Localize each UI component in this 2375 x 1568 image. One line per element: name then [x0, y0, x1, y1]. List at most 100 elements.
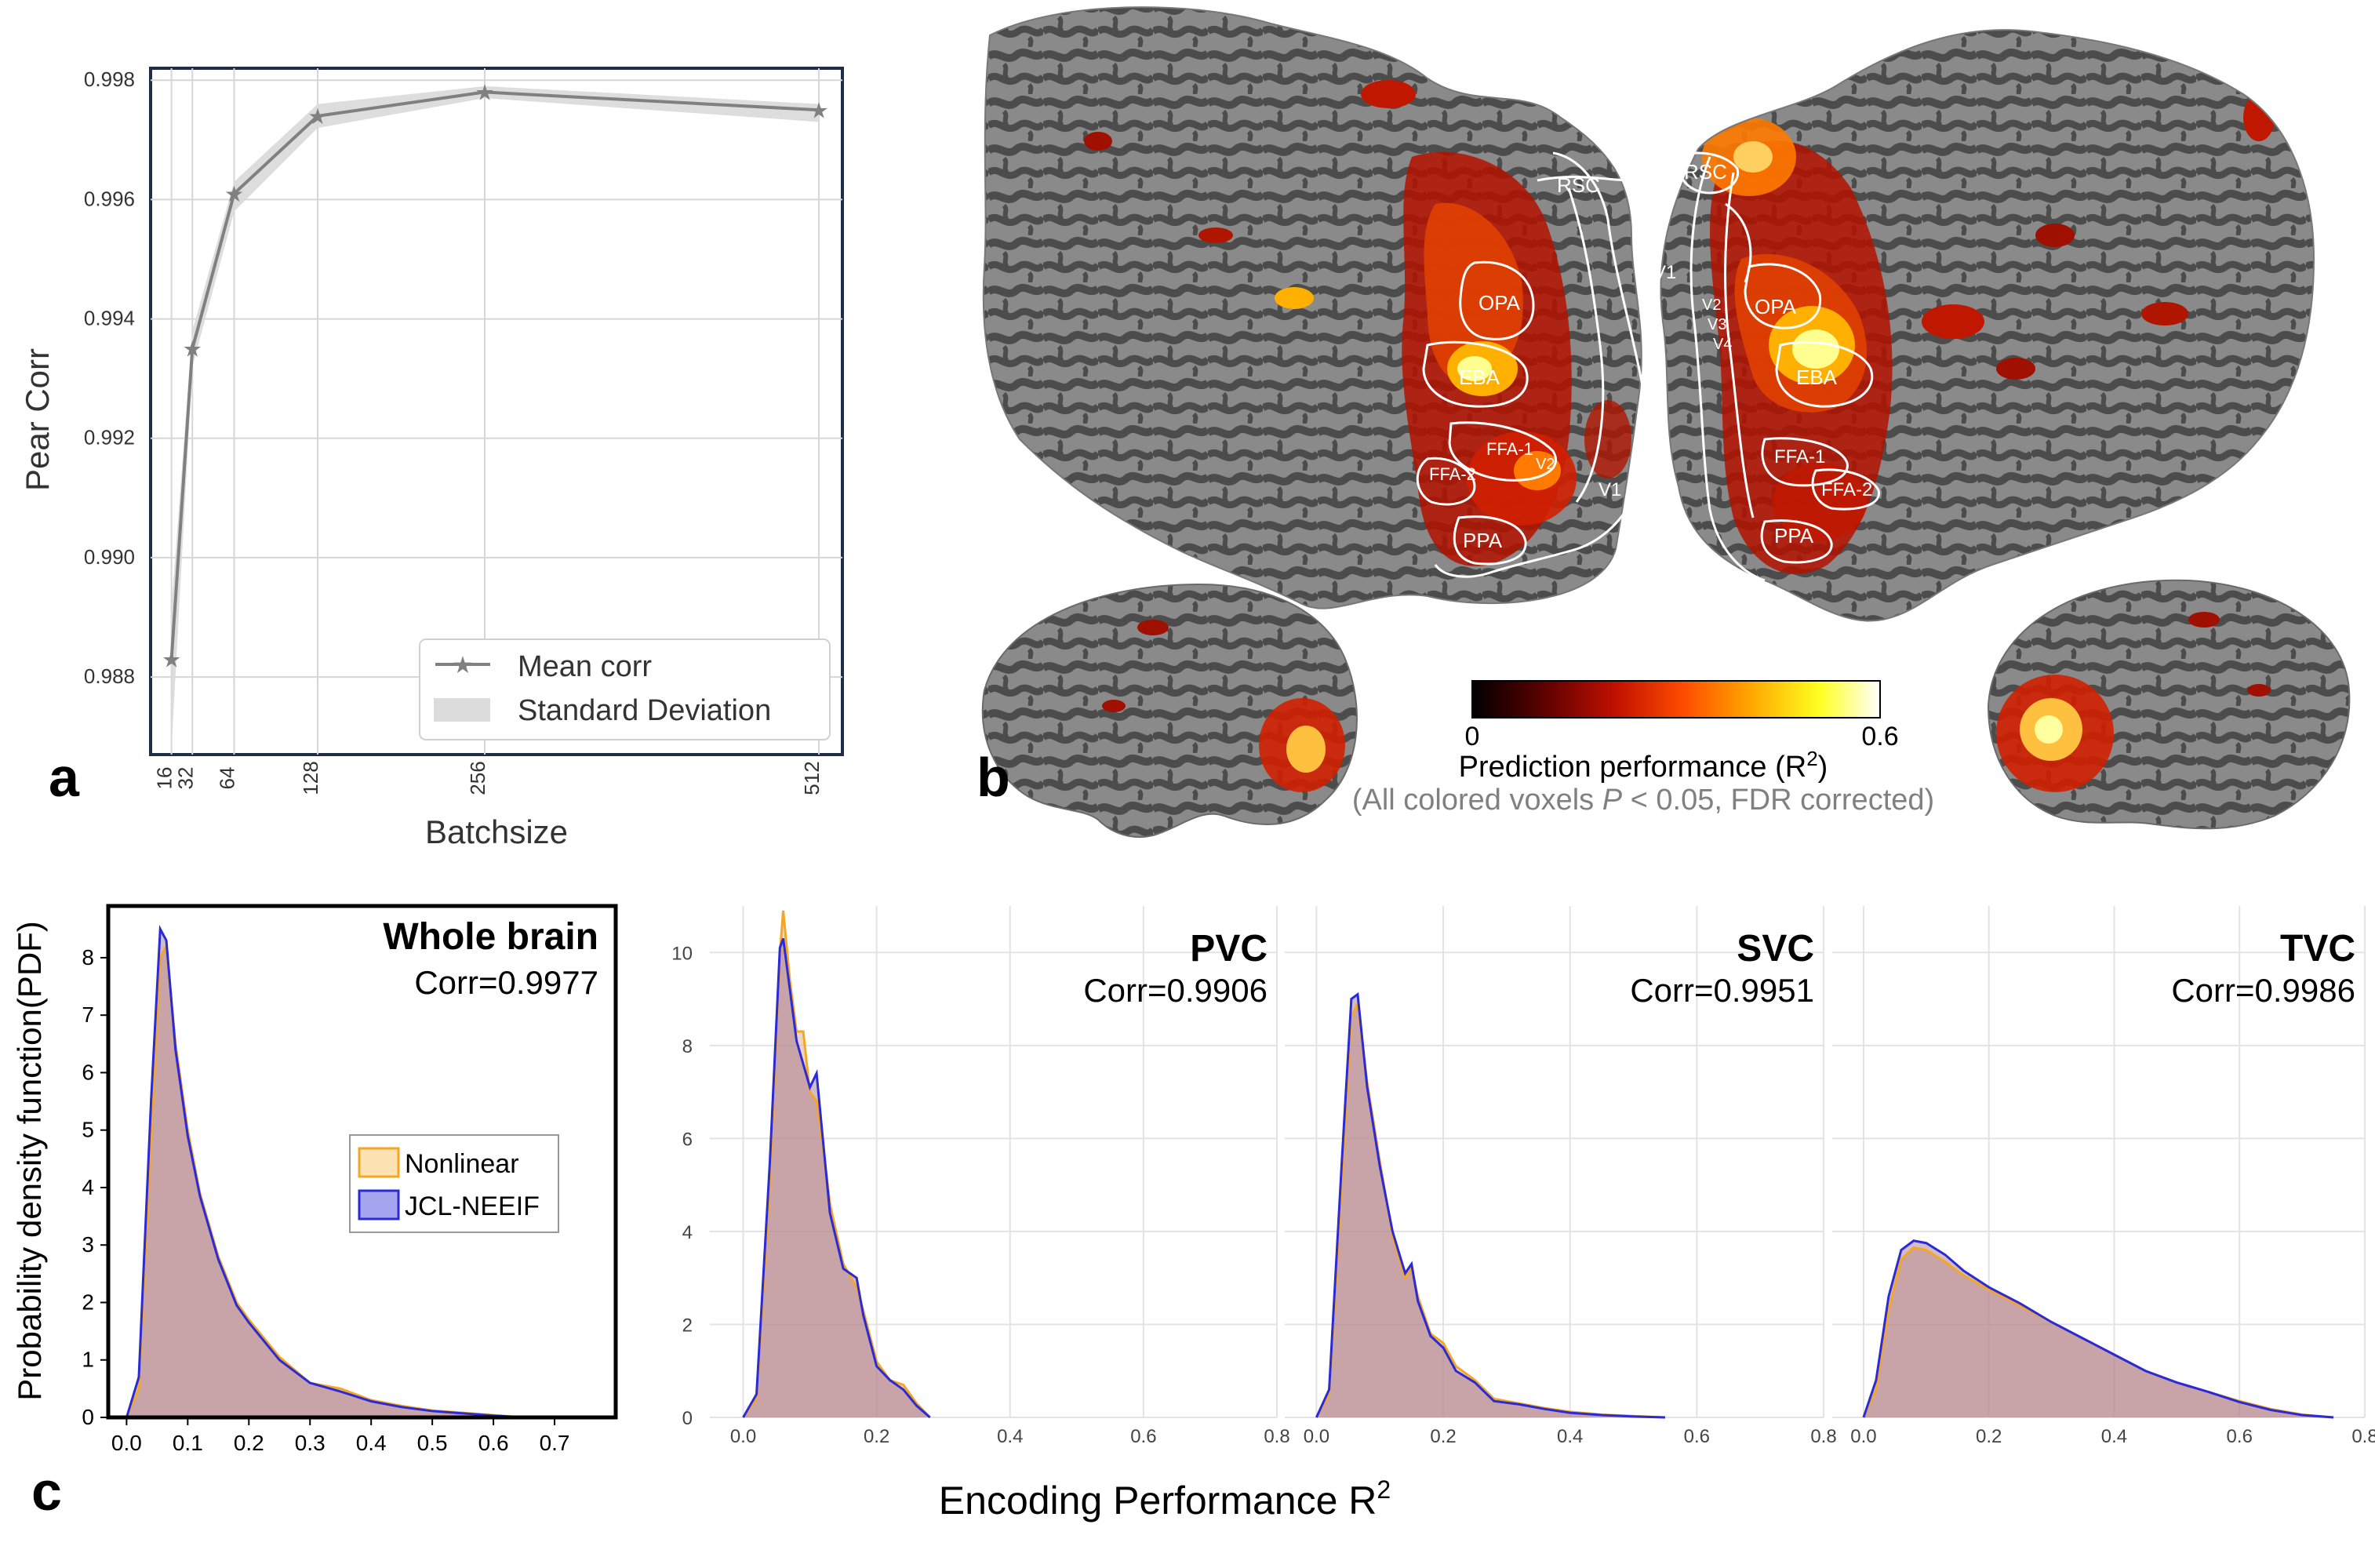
y-tick-label: 4: [82, 1175, 94, 1199]
y-tick-label: 0: [682, 1408, 693, 1429]
left-lateral-brain: [981, 583, 1358, 839]
x-tick-label: 0.0: [730, 1426, 756, 1447]
x-tick-label: 0.7: [540, 1431, 570, 1455]
y-tick-label: 0.992: [84, 426, 135, 449]
left-roi-outlines: [1416, 151, 1649, 578]
x-tick-label: 0.3: [295, 1431, 326, 1455]
roi-v1-right: V1: [1653, 262, 1676, 283]
y-tick-label: 6: [682, 1129, 693, 1150]
panel-c-ylabel: Probability density function(PDF): [11, 921, 48, 1401]
x-tick-label: 0.0: [1304, 1426, 1329, 1447]
x-tick-label: 0.4: [997, 1426, 1023, 1447]
x-tick-label: 32: [173, 767, 197, 790]
density-line-jcl-neeif: [1315, 991, 1665, 1419]
x-tick-label: 0.2: [234, 1431, 264, 1455]
right-roi-labels: RSC V1 V2 V3 V4 OPA EBA FFA-1 FFA-2 PPA: [1653, 160, 1872, 548]
y-tick-label: 1: [82, 1348, 94, 1372]
y-tick-label: 8: [682, 1036, 693, 1057]
density-fill-nonlinear: [126, 946, 525, 1417]
y-tick-label: 7: [82, 1002, 94, 1027]
roi-eba-right: EBA: [1796, 366, 1838, 389]
roi-rsc-right: RSC: [1684, 160, 1727, 184]
y-tick-label: 10: [671, 943, 693, 964]
density-fill-nonlinear: [1863, 1247, 2334, 1417]
roi-v2-right: V2: [1702, 297, 1721, 314]
x-tick-label: 0.8: [1264, 1426, 1289, 1447]
colorbar-max-label: 0.6: [1861, 722, 1898, 751]
y-tick-label: 0.994: [84, 307, 135, 330]
legend-nonlinear-swatch: [358, 1147, 400, 1178]
panel-a-legend: ★ Mean corr Standard Deviation: [419, 638, 831, 740]
mean-corr-line: [169, 90, 820, 660]
y-tick-label: 3: [82, 1232, 94, 1257]
mean-corr-point: ★: [224, 182, 244, 206]
y-tick-label: 5: [82, 1118, 94, 1142]
x-tick-label: 0.8: [1810, 1426, 1836, 1447]
panel-label-c: c: [31, 1461, 62, 1522]
legend-mean-label: Mean corr: [518, 650, 652, 683]
roi-v2-left: V2: [1536, 456, 1555, 473]
colorbar-title: Prediction performance (R2): [1459, 747, 1828, 784]
subplot-corr: Corr=0.9977: [414, 964, 598, 1001]
right-roi-outlines: [1676, 151, 1880, 582]
y-tick-label: 0.998: [84, 67, 135, 91]
legend-nonlinear-label: Nonlinear: [405, 1149, 519, 1179]
panel-c-xlabel: Encoding Performance R2: [939, 1475, 1391, 1523]
subplot-title: PVC: [1190, 928, 1268, 970]
x-tick-label: 0.6: [1684, 1426, 1710, 1447]
density-fill-nonlinear: [1316, 1003, 1665, 1417]
legend-jcl-swatch: [358, 1189, 400, 1221]
roi-ffa1-left: FFA-1: [1486, 439, 1533, 459]
mean-corr-point: ★: [307, 104, 327, 129]
panel-c-legend: Nonlinear JCL-NEEIF: [349, 1134, 559, 1233]
density-line-jcl-neeif: [1862, 1239, 2334, 1419]
subplot-corr: Corr=0.9951: [1630, 972, 1814, 1009]
mean-corr-point: ★: [475, 80, 494, 104]
y-tick-label: 0.996: [84, 187, 135, 210]
x-tick-label: 0.0: [1850, 1426, 1876, 1447]
panel-c-distributions: 0.0 0.1 0.2 0.3 0.4 0.5 0.6 0.7 0 1 2 3 4 5 6 7 8 Whole b…: [11, 904, 2375, 1523]
subplot-title: TVC: [2280, 928, 2355, 970]
colorbar-gradient: [1471, 680, 1881, 719]
x-tick-label: 16: [153, 767, 176, 790]
roi-ppa-right: PPA: [1774, 524, 1814, 548]
panel-label-b: b: [977, 747, 1010, 808]
x-tick-label: 0.0: [111, 1431, 142, 1455]
left-roi-labels: RSC OPA EBA FFA-1 FFA-2 PPA V1 V2: [1429, 173, 1621, 552]
legend-jcl-label: JCL-NEEIF: [405, 1191, 540, 1221]
mean-corr-point: ★: [162, 647, 181, 671]
roi-opa-right: OPA: [1755, 295, 1797, 318]
y-tick-label: 2: [82, 1290, 94, 1314]
panel-a-chart: ★ ★ ★ ★ ★ ★ 0.988 0.990 0.992 0.994 0.996 0.998 16…: [19, 67, 844, 850]
panel-b-brain-maps: RSC OPA EBA FFA-1 FFA-2 PPA V1 V2: [977, 6, 2351, 839]
subplot-title: SVC: [1737, 928, 1814, 970]
y-tick-label: 0.988: [84, 664, 135, 688]
density-line-jcl-neeif: [742, 937, 931, 1419]
y-tick-label: 0.990: [84, 545, 135, 569]
y-tick-label: 8: [82, 945, 94, 970]
density-fill-jcl-neeif: [743, 938, 930, 1417]
roi-ffa2-left: FFA-2: [1429, 464, 1476, 484]
subplot-title: Whole brain: [383, 916, 598, 958]
x-tick-label: 0.5: [417, 1431, 448, 1455]
legend-box: [419, 638, 831, 740]
x-tick-label: 0.4: [1557, 1426, 1583, 1447]
left-flatmap: [983, 7, 1642, 609]
roi-v3-right: V3: [1708, 316, 1726, 333]
right-lateral-brain: [1987, 579, 2351, 830]
legend-band-swatch: [434, 698, 490, 722]
x-tick-label: 0.1: [173, 1431, 203, 1455]
x-tick-label: 0.6: [1130, 1426, 1156, 1447]
density-line-jcl-neeif: [125, 924, 525, 1419]
x-tick-label: 0.2: [1430, 1426, 1456, 1447]
panel-label-a: a: [49, 747, 80, 808]
y-tick-label: 2: [682, 1315, 693, 1336]
x-tick-label: 512: [800, 761, 824, 795]
legend-star-marker: ★: [453, 653, 474, 678]
roi-ffa2-right: FFA-2: [1821, 479, 1872, 500]
panel-a-ylabel: Pear Corr: [19, 348, 56, 491]
roi-opa-left: OPA: [1478, 291, 1521, 315]
